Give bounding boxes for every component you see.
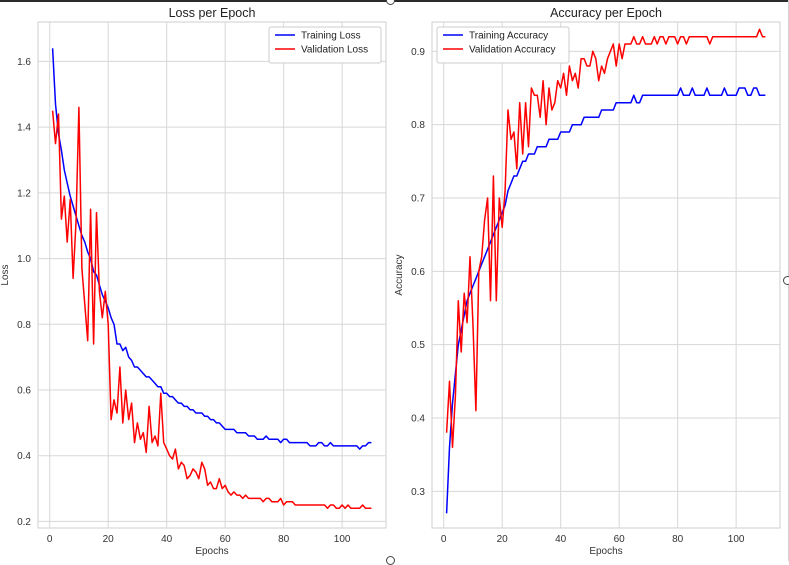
x-axis-label: Epochs (195, 546, 228, 557)
resize-handle-right[interactable] (783, 276, 789, 285)
x-tick-label: 80 (278, 534, 290, 545)
y-tick-label: 0.7 (411, 194, 425, 205)
x-tick-label: 0 (47, 534, 53, 545)
accuracy-chart: 0 20 40 60 80 100 0.3 0.4 0.5 0.6 0.7 0.8 0.9 Accurac… (394, 6, 781, 557)
legend-label: Training Accuracy (469, 31, 548, 42)
series-line-validation-loss (51, 106, 372, 510)
legend-label: Validation Accuracy (469, 45, 556, 56)
chart-title: Accuracy per Epoch (550, 6, 662, 20)
x-tick-label: 80 (672, 534, 684, 545)
resize-handle-top[interactable] (386, 0, 395, 5)
x-tick-label: 20 (497, 534, 509, 545)
x-tick-label: 40 (555, 534, 567, 545)
legend: Training Accuracy Validation Accuracy (436, 26, 570, 64)
y-tick-label: 1.2 (17, 188, 31, 199)
plot-area (37, 21, 387, 529)
x-tick-label: 100 (334, 534, 351, 545)
x-tick-label: 0 (441, 534, 447, 545)
y-tick-label: 1.4 (17, 123, 31, 134)
y-tick-label: 0.3 (411, 487, 425, 498)
y-tick-label: 0.2 (17, 517, 31, 528)
y-tick-label: 0.5 (411, 340, 425, 351)
y-tick-label: 1.6 (17, 57, 31, 68)
y-axis-label: Accuracy (394, 254, 405, 295)
x-axis-label: Epochs (589, 546, 622, 557)
x-tick-label: 60 (220, 534, 232, 545)
y-tick-label: 1.0 (17, 254, 31, 265)
x-tick-label: 60 (614, 534, 626, 545)
x-tick-label: 20 (103, 534, 115, 545)
legend-box (268, 26, 382, 64)
y-axis-label: Loss (0, 264, 11, 285)
series-line-validation-accuracy (445, 28, 766, 449)
y-tick-label: 0.9 (411, 47, 425, 58)
plot-area (431, 21, 781, 529)
y-tick-label: 0.8 (411, 120, 425, 131)
y-tick-label: 0.6 (411, 267, 425, 278)
y-tick-label: 0.4 (411, 414, 425, 425)
loss-chart: 0 20 40 60 80 100 0.2 0.4 0.6 0.8 1.0 1.2 1.4 1.6 Loss… (0, 6, 387, 557)
x-tick-label: 100 (728, 534, 745, 545)
y-tick-label: 0.6 (17, 386, 31, 397)
legend: Training Loss Validation Loss (268, 26, 382, 64)
chart-title: Loss per Epoch (169, 6, 256, 20)
x-tick-label: 40 (161, 534, 173, 545)
y-tick-label: 0.4 (17, 451, 31, 462)
legend-label: Training Loss (301, 31, 361, 42)
legend-label: Validation Loss (301, 45, 368, 56)
legend-box (436, 26, 570, 64)
series-line-training-accuracy (445, 87, 766, 514)
y-tick-label: 0.8 (17, 320, 31, 331)
